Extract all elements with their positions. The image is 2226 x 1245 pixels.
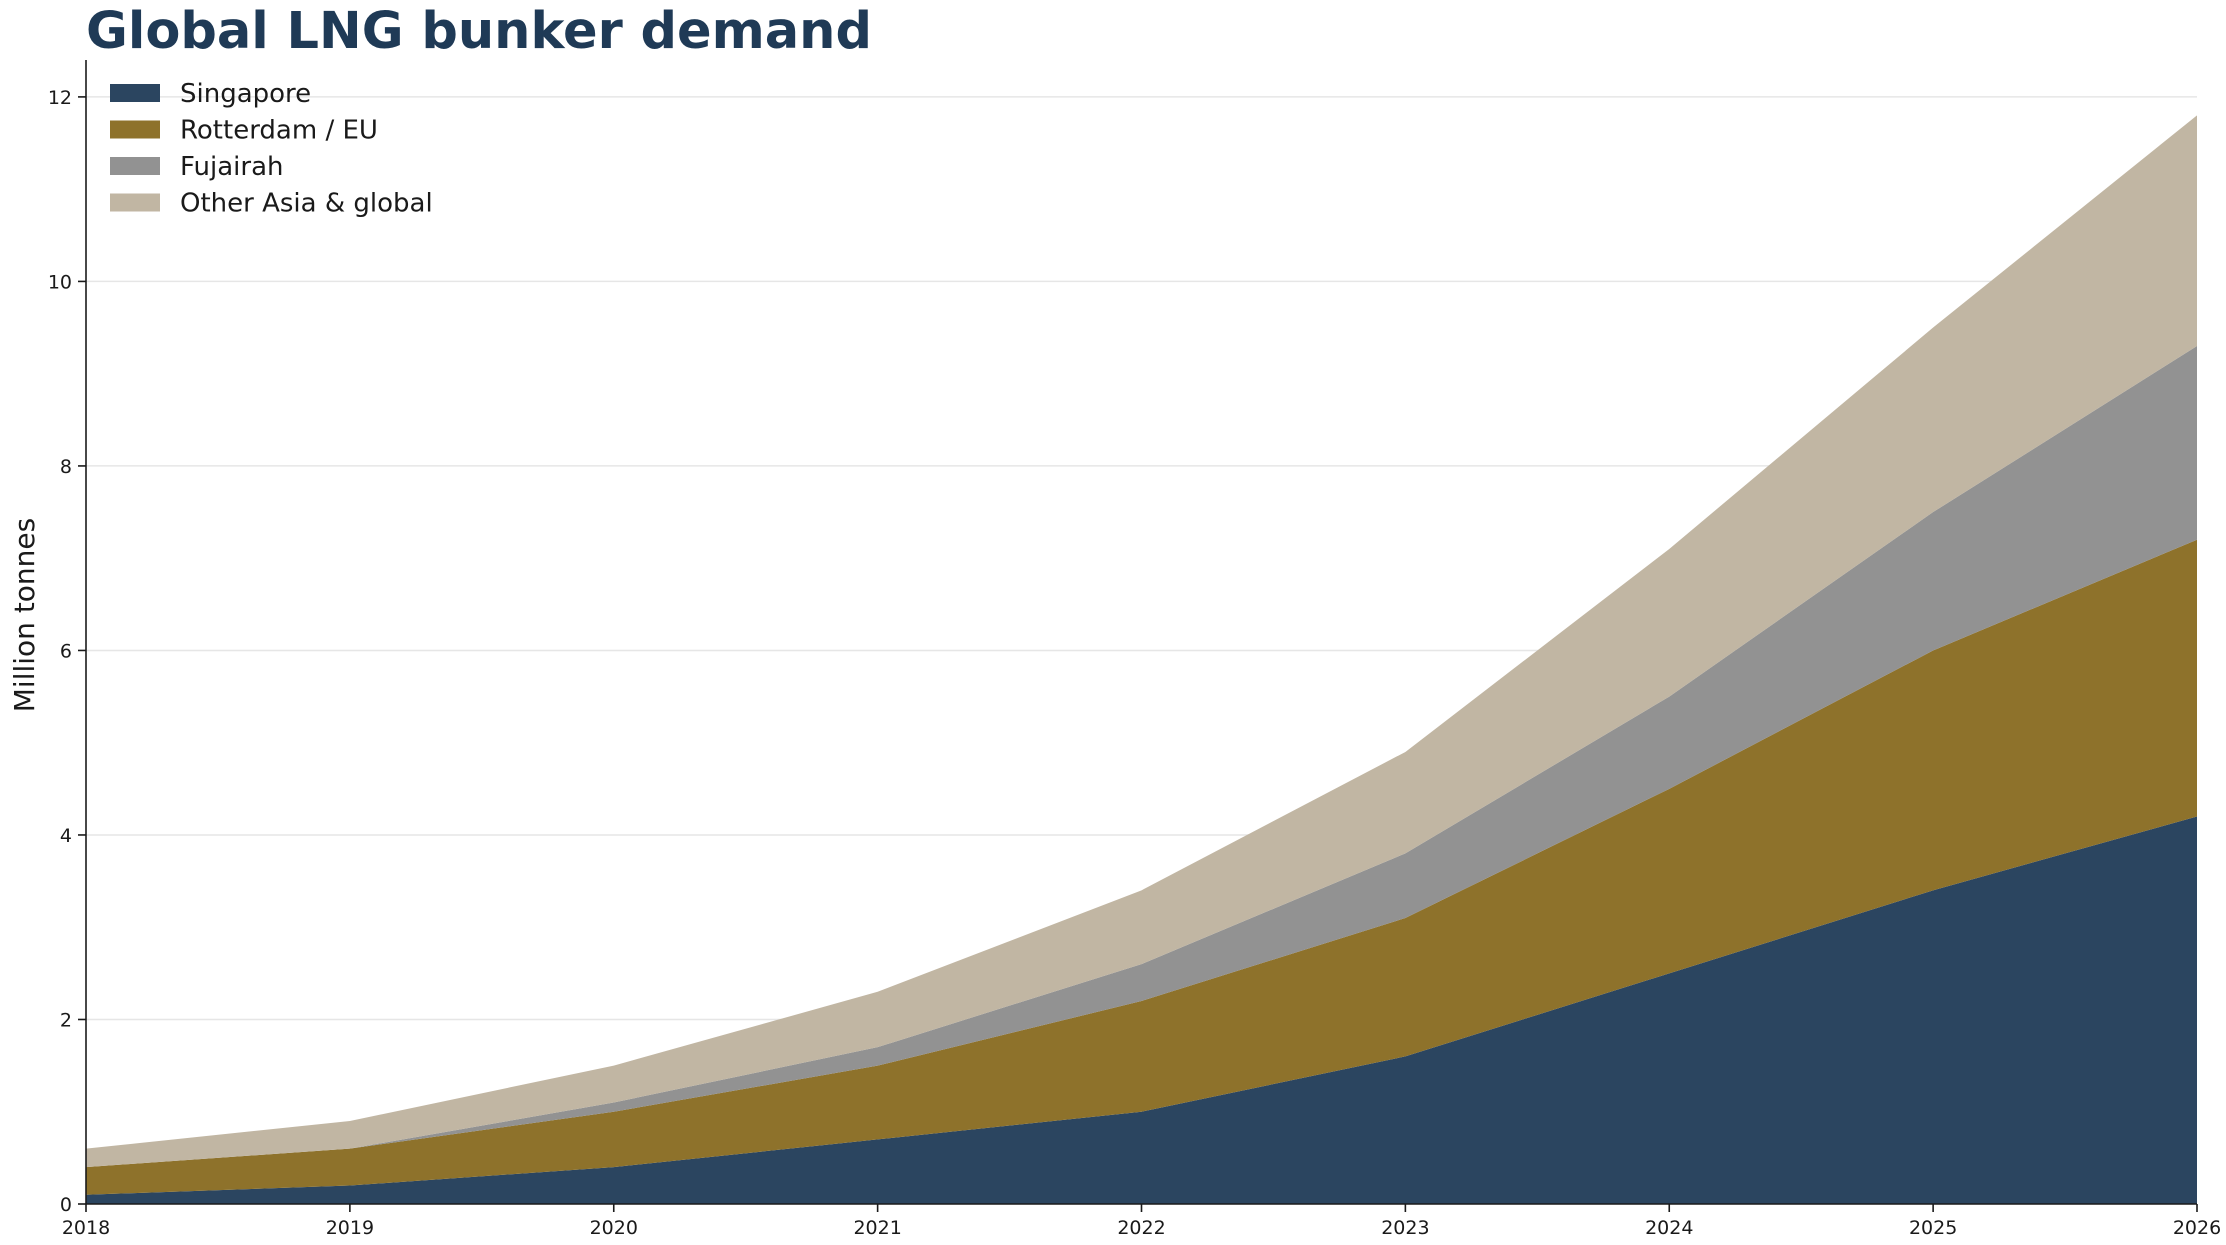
axes: 0 2 4 6 8 10 12 2018 2019 2020 2021 2022 2023 2024 202… — [48, 60, 2221, 1239]
legend-label-rotterdam-eu: Rotterdam / EU — [180, 116, 378, 146]
x-tick-label-2019: 2019 — [326, 1217, 374, 1239]
legend-label-fujairah: Fujairah — [180, 152, 284, 182]
legend-swatch-singapore — [110, 84, 160, 102]
x-tick-label-2023: 2023 — [1381, 1217, 1429, 1239]
plot-areas — [86, 115, 2197, 1204]
chart-title: Global LNG bunker demand — [86, 2, 872, 61]
x-tick-label-2024: 2024 — [1645, 1217, 1693, 1239]
y-tick-label-12: 12 — [48, 87, 72, 109]
x-tick-label-2018: 2018 — [62, 1217, 110, 1239]
x-tick-label-2021: 2021 — [853, 1217, 901, 1239]
y-tick-label-2: 2 — [60, 1009, 72, 1031]
y-tick-label-4: 4 — [60, 825, 72, 847]
x-tick-label-2020: 2020 — [590, 1217, 638, 1239]
y-tick-label-8: 8 — [60, 456, 72, 478]
x-tick-label-2026: 2026 — [2173, 1217, 2221, 1239]
legend-swatch-rotterdam-eu — [110, 120, 160, 139]
y-tick-label-0: 0 — [60, 1194, 72, 1216]
area-series-rotterdam-eu — [86, 539, 2197, 1195]
x-tick-label-2025: 2025 — [1909, 1217, 1957, 1239]
legend-label-other-asia-global: Other Asia & global — [180, 189, 433, 219]
legend: Singapore Rotterdam / EU Fujairah Other Asi… — [110, 79, 433, 219]
y-tick-label-10: 10 — [48, 271, 72, 293]
area-series-other-asia-global — [86, 115, 2197, 1168]
legend-swatch-other-asia-global — [110, 193, 160, 212]
legend-swatch-fujairah — [110, 157, 160, 175]
legend-label-singapore: Singapore — [180, 79, 311, 109]
x-tick-label-2022: 2022 — [1117, 1217, 1165, 1239]
y-tick-label-6: 6 — [60, 640, 72, 662]
area-series-singapore — [86, 816, 2197, 1204]
y-axis-label: Million tonnes — [8, 518, 41, 712]
